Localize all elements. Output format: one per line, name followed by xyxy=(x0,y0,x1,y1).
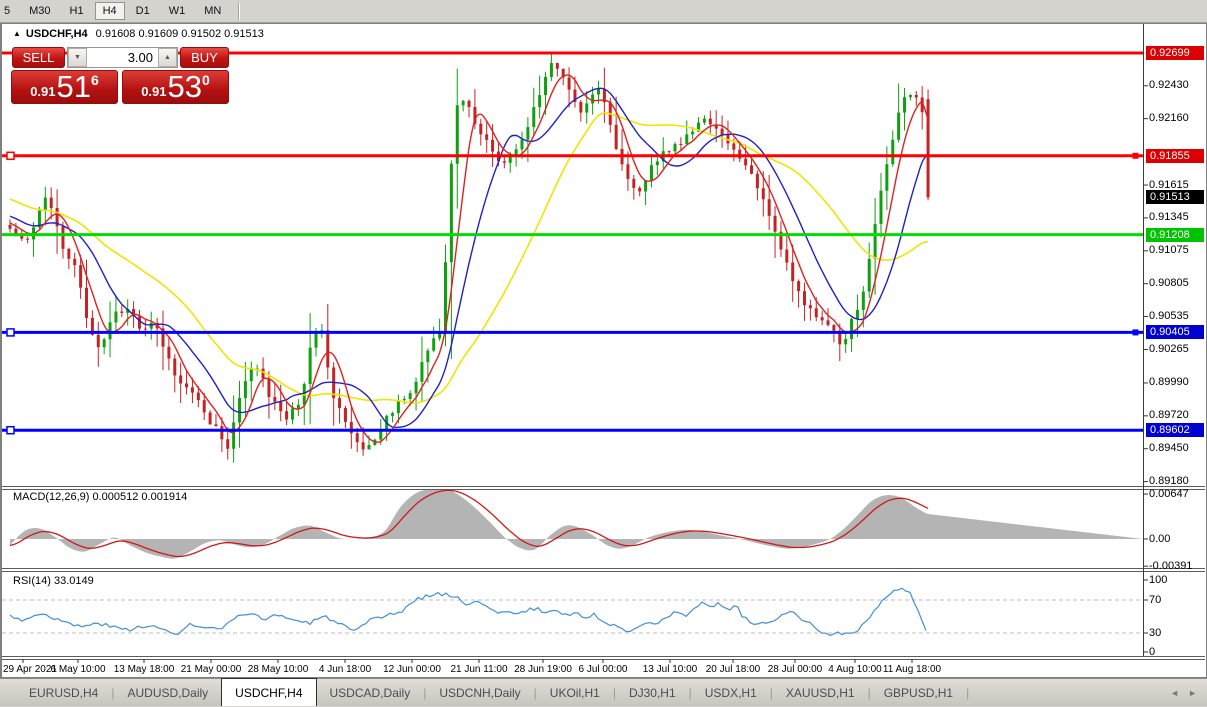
moving-averages-layer xyxy=(9,74,929,443)
tab-scroll-right-icon[interactable]: ► xyxy=(1188,688,1197,698)
sell-price-big: 51 xyxy=(56,69,91,104)
hline-handle-left[interactable] xyxy=(6,328,15,337)
tab-separator: | xyxy=(533,685,537,700)
buy-price-button[interactable]: 0.91 53 0 xyxy=(122,70,229,104)
macd-histogram xyxy=(10,489,1143,559)
tab-ukoil-h1[interactable]: UKOil,H1 xyxy=(549,685,600,700)
tab-separator: | xyxy=(423,685,427,700)
buy-price-big: 53 xyxy=(167,69,202,104)
tab-usdchf-h4[interactable]: USDCHF,H4 xyxy=(221,678,317,706)
tab-separator: | xyxy=(688,685,692,700)
tab-xauusd-h1[interactable]: XAUUSD,H1 xyxy=(785,685,855,700)
tab-scroll-left-icon[interactable]: ◄ xyxy=(1170,688,1180,698)
timeframe-button-d1[interactable]: D1 xyxy=(135,5,150,17)
hline-handle-right[interactable] xyxy=(1132,329,1139,336)
rsi-plot xyxy=(2,587,1143,637)
volume-input[interactable]: 3.00 xyxy=(127,50,153,65)
timeframe-toolbar: 5 M30 H1 H4 D1 W1 MN xyxy=(0,0,1207,23)
chart-tab-bar: EURUSD,H4 | AUDUSD,Daily USDCHF,H4 USDCAD,Da… xyxy=(0,678,1207,706)
volume-increase-button[interactable]: ▲ xyxy=(158,48,177,67)
hline-handle-left[interactable] xyxy=(6,151,15,161)
buy-price-prefix: 0.91 xyxy=(141,84,167,99)
toolbar-separator xyxy=(238,2,241,20)
tab-separator: | xyxy=(867,685,871,700)
tab-separator: | xyxy=(111,685,115,700)
macd-plot xyxy=(9,489,1143,559)
buy-price-pip: 0 xyxy=(202,72,210,88)
tab-separator: | xyxy=(966,685,970,700)
main-price-plot xyxy=(8,52,930,463)
rsi-line xyxy=(9,587,927,637)
tab-gbpusd-h1[interactable]: GBPUSD,H1 xyxy=(883,685,954,700)
tab-separator: | xyxy=(612,685,616,700)
sell-price-button[interactable]: 0.91 51 6 xyxy=(11,70,118,104)
hline-handle-left[interactable] xyxy=(6,425,15,435)
tab-usdx-h1[interactable]: USDX,H1 xyxy=(704,685,757,700)
buy-button[interactable]: BUY xyxy=(180,47,229,68)
tab-audusd-daily[interactable]: AUDUSD,Daily xyxy=(127,685,209,700)
one-click-trade-widget: SELL ▼ 3.00 ▲ BUY 0.91 51 6 0.91 53 0 xyxy=(11,46,230,104)
hline-handle-right[interactable] xyxy=(1132,152,1139,159)
axis-ticks-layer xyxy=(2,24,1205,663)
macd-signal-line xyxy=(9,489,929,558)
tab-usdcad-daily[interactable]: USDCAD,Daily xyxy=(329,685,411,700)
volume-spinner: ▼ 3.00 ▲ xyxy=(67,47,178,68)
tab-eurusd-h4[interactable]: EURUSD,H4 xyxy=(29,685,99,700)
level-lines-layer[interactable] xyxy=(2,51,1143,435)
timeframe-button-h4[interactable]: H4 xyxy=(94,2,125,20)
timeframe-button-mn[interactable]: MN xyxy=(204,5,222,17)
sell-price-prefix: 0.91 xyxy=(30,84,56,99)
timeframe-button-m30[interactable]: M30 xyxy=(29,5,51,17)
tab-dj30-h1[interactable]: DJ30,H1 xyxy=(628,685,676,700)
sell-button[interactable]: SELL xyxy=(12,47,65,68)
tab-separator: | xyxy=(769,685,773,700)
volume-decrease-button[interactable]: ▼ xyxy=(68,48,87,67)
sell-price-pip: 6 xyxy=(91,72,99,88)
timeframe-button-w1[interactable]: W1 xyxy=(168,5,186,17)
tab-scroll-controls: ◄ ► xyxy=(1161,679,1197,707)
timeframe-button-5[interactable]: 5 xyxy=(4,5,11,17)
tab-usdcnh-daily[interactable]: USDCNH,Daily xyxy=(439,685,521,700)
candlestick-layer xyxy=(8,52,930,463)
timeframe-button-h1[interactable]: H1 xyxy=(69,5,84,17)
